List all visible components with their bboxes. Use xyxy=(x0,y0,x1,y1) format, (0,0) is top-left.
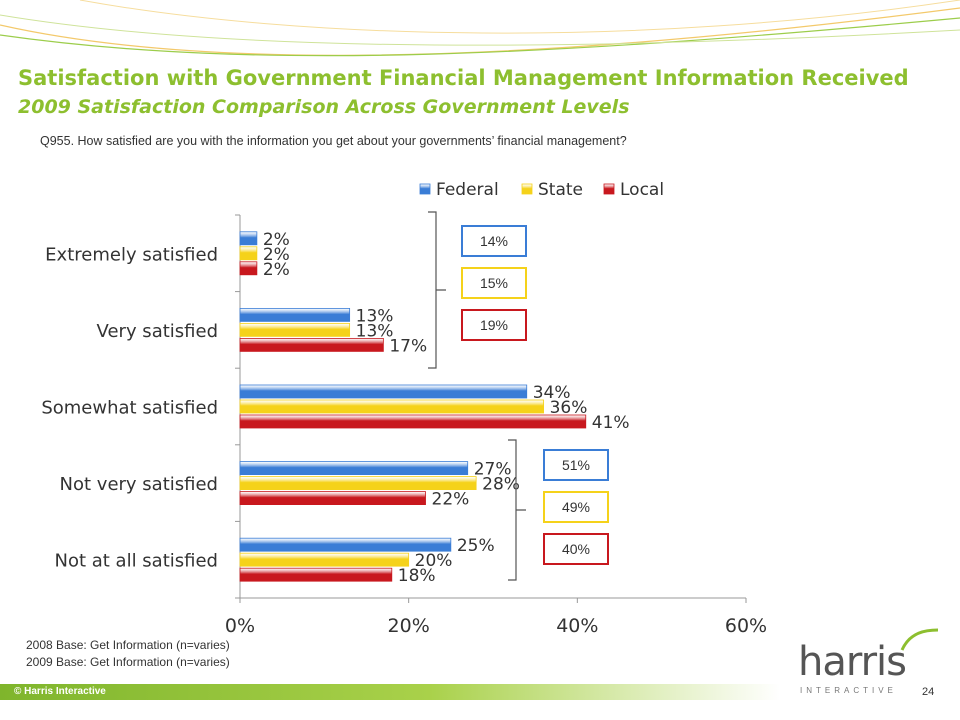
legend-swatch-local xyxy=(603,183,615,195)
bar-state xyxy=(239,322,351,337)
data-label: 13% xyxy=(356,306,394,326)
legend-swatch-federal xyxy=(419,183,431,195)
not-satisfied-brace xyxy=(508,439,526,581)
category-label: Not at all satisfied xyxy=(54,551,218,572)
summary-box-local xyxy=(461,309,527,341)
data-label: 28% xyxy=(482,475,520,495)
summary-box-federal xyxy=(461,225,527,257)
bar-local xyxy=(239,261,258,276)
bar-state xyxy=(239,399,545,414)
data-label: 2% xyxy=(263,245,290,265)
bar-state xyxy=(239,246,258,261)
data-label: 25% xyxy=(457,536,495,556)
bar-local xyxy=(239,337,384,352)
page-title: Satisfaction with Government Financial M… xyxy=(18,66,909,90)
data-label: 2% xyxy=(263,260,290,280)
data-label: 18% xyxy=(398,566,436,586)
data-label: 41% xyxy=(592,413,630,433)
x-tick-label: 0% xyxy=(225,615,255,637)
summary-box-local xyxy=(543,533,609,565)
data-label: 20% xyxy=(415,551,453,571)
category-label: Extremely satisfied xyxy=(45,244,218,265)
decorative-swoosh xyxy=(0,0,960,57)
summary-box-federal xyxy=(543,449,609,481)
satisfied-brace xyxy=(428,211,446,369)
copyright: © Harris Interactive xyxy=(14,686,106,697)
bar-federal xyxy=(239,384,528,399)
leaf-icon xyxy=(900,628,939,651)
logo-wordmark: harris xyxy=(798,639,907,685)
page-number: 24 xyxy=(922,686,935,698)
summary-box-state xyxy=(543,491,609,523)
x-tick-label: 60% xyxy=(725,615,767,637)
data-label: 17% xyxy=(389,336,427,356)
legend-label: Local xyxy=(620,180,664,200)
x-tick-label: 20% xyxy=(388,615,430,637)
bar-state xyxy=(239,476,477,491)
data-label: 2% xyxy=(263,230,290,250)
summary-box-state xyxy=(461,267,527,299)
category-label: Not very satisfied xyxy=(60,474,218,495)
bar-federal xyxy=(239,307,351,322)
logo-tagline: INTERACTIVE xyxy=(800,686,897,695)
harris-logo: harris INTERACTIVE xyxy=(790,628,940,698)
data-label: 36% xyxy=(550,398,588,418)
bar-state xyxy=(239,552,410,567)
summary-value: 15% xyxy=(480,275,508,291)
bar-local xyxy=(239,567,393,582)
data-label: 27% xyxy=(474,460,512,480)
footer-bar xyxy=(0,684,780,700)
data-label: 34% xyxy=(533,383,571,403)
bar-federal xyxy=(239,461,469,476)
page-subtitle: 2009 Satisfaction Comparison Across Gove… xyxy=(18,96,630,118)
bar-local xyxy=(239,491,426,506)
legend-label: State xyxy=(538,180,583,200)
legend-label: Federal xyxy=(436,180,499,200)
base-note-2009: 2009 Base: Get Information (n=varies) xyxy=(26,655,230,669)
summary-value: 40% xyxy=(562,541,590,557)
category-label: Very satisfied xyxy=(97,321,218,342)
summary-value: 14% xyxy=(480,233,508,249)
bar-federal xyxy=(239,537,452,552)
base-note-2008: 2008 Base: Get Information (n=varies) xyxy=(26,638,230,652)
summary-value: 49% xyxy=(562,499,590,515)
summary-value: 51% xyxy=(562,457,590,473)
legend-swatch-state xyxy=(521,183,533,195)
data-label: 22% xyxy=(432,490,470,510)
summary-value: 19% xyxy=(480,317,508,333)
survey-question: Q955. How satisfied are you with the inf… xyxy=(40,134,627,148)
bar-local xyxy=(239,414,587,429)
bar-federal xyxy=(239,231,258,246)
x-tick-label: 40% xyxy=(556,615,598,637)
category-label: Somewhat satisfied xyxy=(41,398,218,419)
data-label: 13% xyxy=(356,321,394,341)
